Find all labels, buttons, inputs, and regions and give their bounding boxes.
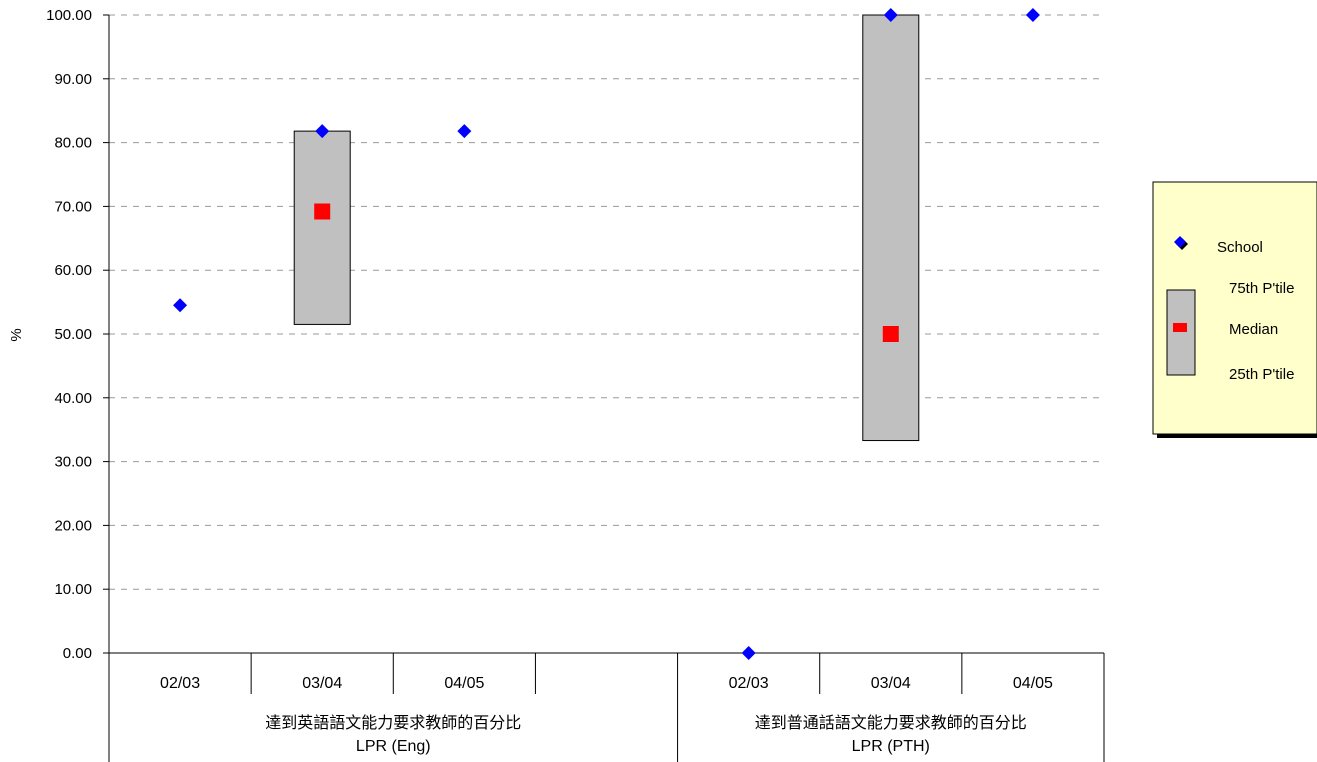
y-tick-label: 100.00	[46, 7, 92, 24]
y-tick-labels: 0.00 10.00 20.00 30.00 40.00 50.00 60.00 70.00 8…	[46, 7, 92, 662]
school-marker	[741, 646, 756, 660]
y-tick-label: 0.00	[63, 645, 92, 662]
school-marker	[457, 124, 472, 139]
y-tick-label: 50.00	[54, 326, 92, 343]
legend-median-icon	[1173, 323, 1187, 332]
y-tick-label: 10.00	[54, 581, 92, 598]
median-marker	[314, 203, 331, 220]
y-tick-label: 40.00	[54, 390, 92, 407]
y-tick-label: 90.00	[54, 71, 92, 88]
median-marker	[882, 326, 899, 342]
legend-label-school: School	[1217, 239, 1263, 256]
school-marker	[1025, 8, 1040, 22]
x-category-labels: 02/03 03/04 04/05 達到英語語文能力要求教師的百分比 LPR (Eng)…	[160, 675, 1053, 755]
y-axis-label: %	[8, 328, 25, 341]
legend-school-icon	[1174, 236, 1188, 250]
axes	[103, 14, 1105, 762]
legend-box-icon	[1166, 289, 1196, 376]
legend-label-25th: 25th P'tile	[1229, 366, 1294, 383]
school-marker	[173, 298, 188, 313]
y-tick-label: 70.00	[54, 198, 92, 215]
legend-label-median: Median	[1229, 321, 1278, 338]
y-tick-label: 30.00	[54, 454, 92, 471]
school-marker	[315, 124, 330, 139]
gridlines	[109, 14, 1104, 590]
y-tick-label: 60.00	[54, 262, 92, 279]
data-markers	[173, 8, 1040, 660]
group-label-en: LPR (PTH)	[852, 738, 930, 755]
y-tick-label: 20.00	[54, 517, 92, 534]
x-category-label: 03/04	[871, 675, 911, 692]
group-label-zh: 達到普通話語文能力要求教師的百分比	[755, 713, 1027, 732]
y-tick-label: 80.00	[54, 135, 92, 152]
x-category-label: 04/05	[444, 675, 484, 692]
x-category-label: 02/03	[160, 675, 200, 692]
legend: School 75th P'tile Median 25th P'tile	[1152, 181, 1317, 438]
iqr-box	[862, 14, 920, 442]
school-marker	[883, 8, 898, 22]
x-category-label: 03/04	[302, 675, 342, 692]
iqr-box	[293, 130, 351, 325]
group-label-zh: 達到英語語文能力要求教師的百分比	[265, 713, 521, 732]
x-category-label: 02/03	[729, 675, 769, 692]
iqr-boxes	[293, 14, 920, 442]
x-category-label: 04/05	[1013, 675, 1053, 692]
legend-label-75th: 75th P'tile	[1229, 280, 1294, 297]
group-label-en: LPR (Eng)	[356, 738, 431, 755]
